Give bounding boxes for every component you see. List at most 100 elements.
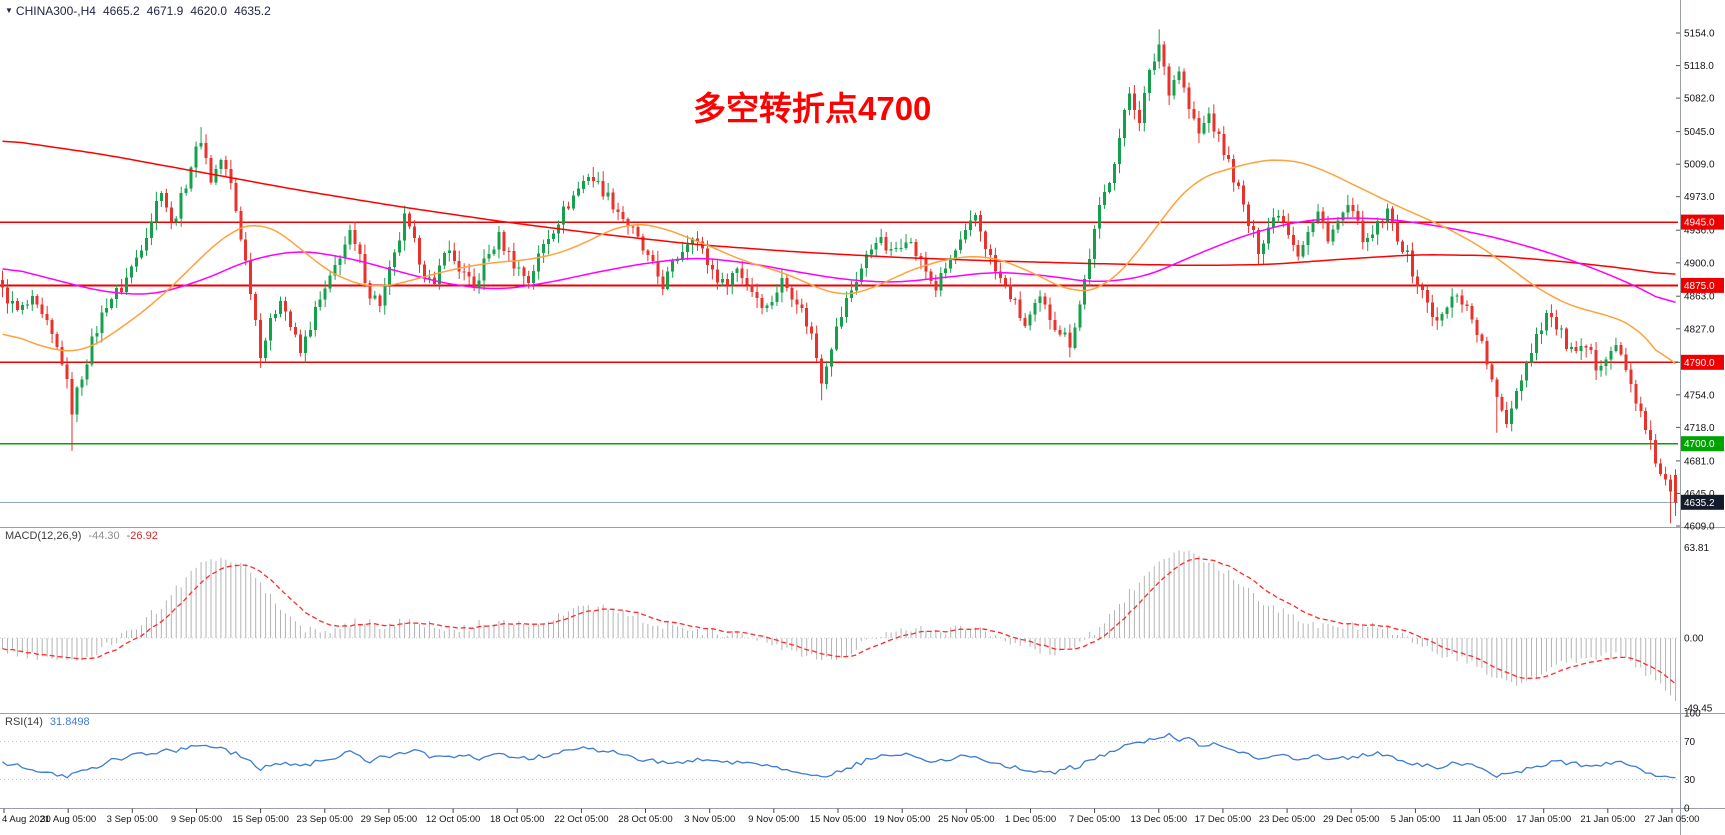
candle-body <box>239 210 243 240</box>
candle-body <box>621 212 625 220</box>
candle-body <box>825 366 829 384</box>
candle-body <box>790 288 794 300</box>
candle-body <box>696 238 700 242</box>
candle-body <box>1326 223 1330 242</box>
candle-body <box>1336 220 1340 230</box>
candle-body <box>1510 408 1514 424</box>
candle-body <box>983 231 987 249</box>
candle-body <box>244 239 248 261</box>
candle-body <box>552 233 556 239</box>
chart-annotation-text[interactable]: 多空转折点4700 <box>693 90 932 127</box>
candle-body <box>1649 430 1653 440</box>
candle-body <box>1053 320 1057 331</box>
candle-body <box>760 297 764 309</box>
candle-body <box>224 160 228 170</box>
candle-body <box>522 267 526 277</box>
candle-body <box>1331 229 1335 242</box>
candle-body <box>1301 244 1305 257</box>
price-axis: 5154.0 5118.0 5082.0 5045.0 5009.0 4973.0 4936… <box>1676 29 1715 815</box>
candle-body <box>1058 330 1062 335</box>
candle-body <box>725 279 729 286</box>
candle-body <box>566 206 570 209</box>
candle-body <box>1167 66 1171 96</box>
candle-body <box>1654 439 1658 464</box>
candle-body <box>437 265 441 284</box>
candle-body <box>70 379 74 415</box>
candle-body <box>1356 210 1360 221</box>
candle-body <box>671 260 675 272</box>
candle-body <box>1177 71 1181 80</box>
candle-body <box>651 254 655 261</box>
candle-body <box>1172 80 1176 96</box>
price-tag <box>1681 436 1724 452</box>
candle-body <box>1147 70 1151 93</box>
candle-body <box>830 349 834 367</box>
macd-indicator-label: MACD(12,26,9) -44.30 -26.92 <box>5 530 158 542</box>
candle-body <box>849 290 853 298</box>
candle-body <box>413 226 417 238</box>
candle-body <box>1669 479 1673 492</box>
candle-body <box>447 250 451 253</box>
candle-body <box>194 146 198 168</box>
candle-body <box>20 304 24 310</box>
candle-body <box>1440 314 1444 321</box>
candle-body <box>60 347 64 365</box>
candle-body <box>219 160 223 169</box>
candle-body <box>1544 312 1548 331</box>
candle-body <box>1430 302 1434 318</box>
price-axis-label: 4754.0 <box>1684 390 1715 401</box>
time-axis-label: 3 Sep 05:00 <box>107 814 158 825</box>
candle-body <box>422 264 426 278</box>
candle-body <box>820 358 824 384</box>
candle-body <box>120 288 124 292</box>
symbol-expander-icon[interactable]: ▼ <box>5 6 13 15</box>
candle-body <box>1470 305 1474 320</box>
candle-body <box>1157 44 1161 62</box>
time-axis-label: 5 Jan 05:00 <box>1391 814 1441 825</box>
quote-low: 4620.0 <box>190 4 228 18</box>
candle-body <box>0 280 4 288</box>
candle-body <box>1549 312 1553 318</box>
candle-body <box>1371 234 1375 238</box>
candle-body <box>358 244 362 254</box>
candle-body <box>343 244 347 259</box>
candle-body <box>487 253 491 259</box>
candle-body <box>988 249 992 255</box>
candle-body <box>1127 93 1131 111</box>
candles-group[interactable] <box>0 29 1678 524</box>
candle-body <box>1227 155 1231 160</box>
candle-body <box>1321 211 1325 224</box>
candle-body <box>934 281 938 291</box>
candle-body <box>1589 347 1593 351</box>
candle-body <box>10 300 14 304</box>
candle-body <box>1505 410 1509 424</box>
candle-body <box>125 277 129 292</box>
candle-body <box>795 299 799 305</box>
candle-body <box>452 250 456 261</box>
candle-body <box>388 266 392 285</box>
candle-body <box>1564 328 1568 349</box>
candle-body <box>164 193 168 208</box>
candle-body <box>1594 350 1598 371</box>
candle-body <box>864 254 868 269</box>
candle-body <box>1639 403 1643 412</box>
time-axis-label: 22 Oct 05:00 <box>554 814 608 825</box>
candle-body <box>974 215 978 221</box>
candle-body <box>40 304 44 314</box>
price-tag-label: 4945.0 <box>1684 218 1715 229</box>
candle-body <box>467 272 471 277</box>
candle-body <box>1351 205 1355 211</box>
candle-body <box>363 253 367 283</box>
candle-body <box>1520 380 1524 391</box>
price-tag-label: 4790.0 <box>1684 358 1715 369</box>
candle-body <box>110 299 114 308</box>
price-axis-label: 4609.0 <box>1684 522 1715 533</box>
candle-body <box>189 167 193 189</box>
price-axis-label: 5045.0 <box>1684 127 1715 138</box>
rsi-axis-label: 0 <box>1684 804 1690 815</box>
candle-body <box>1073 327 1077 348</box>
candle-body <box>130 266 134 278</box>
candle-body <box>1182 71 1186 88</box>
